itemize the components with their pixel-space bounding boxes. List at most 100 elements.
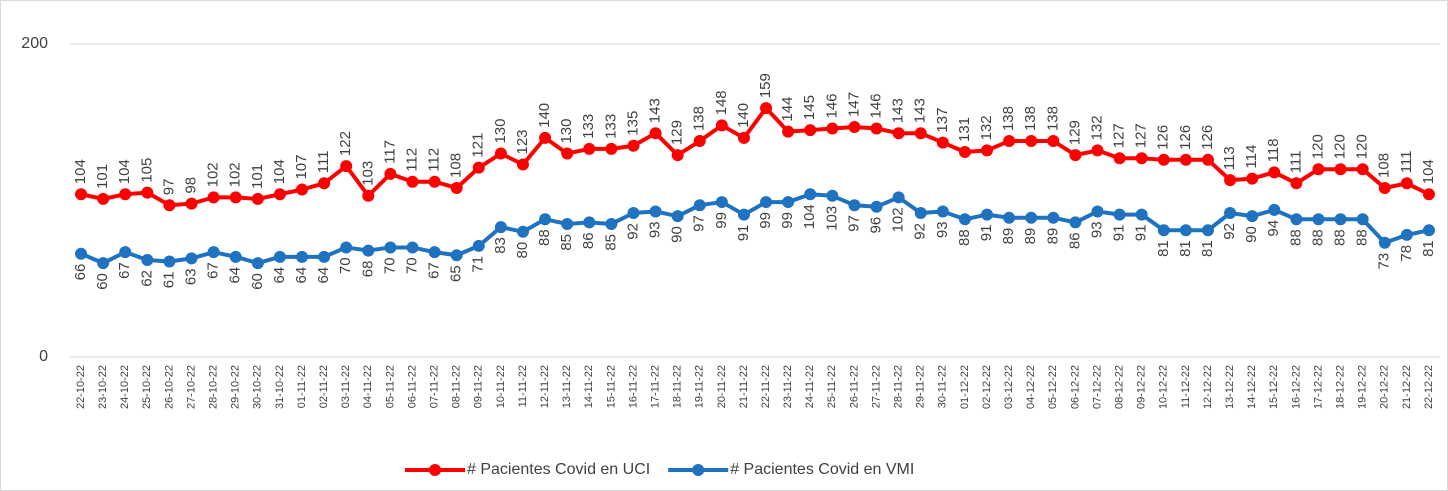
data-label: 112 bbox=[403, 148, 420, 172]
data-point bbox=[119, 246, 132, 259]
data-point bbox=[892, 191, 905, 204]
x-tick-label: 13-11-22 bbox=[561, 365, 573, 408]
data-point bbox=[207, 191, 220, 204]
data-point bbox=[163, 199, 176, 212]
data-point bbox=[760, 102, 773, 115]
data-point bbox=[1334, 163, 1347, 176]
data-label: 103 bbox=[359, 161, 376, 186]
data-label: 86 bbox=[1066, 232, 1083, 249]
x-tick-label: 26-11-22 bbox=[848, 365, 860, 408]
data-point bbox=[627, 139, 640, 152]
data-label: 93 bbox=[647, 221, 664, 238]
data-point bbox=[472, 239, 485, 252]
data-label: 92 bbox=[912, 223, 929, 240]
data-point bbox=[340, 160, 353, 173]
data-label: 104 bbox=[72, 159, 89, 184]
x-tick-label: 16-11-22 bbox=[627, 365, 639, 408]
data-label: 120 bbox=[1309, 134, 1326, 159]
x-tick-label: 29-11-22 bbox=[915, 365, 927, 408]
data-point bbox=[605, 142, 618, 155]
data-label: 140 bbox=[536, 103, 553, 128]
data-label: 133 bbox=[602, 114, 619, 139]
data-label: 122 bbox=[337, 131, 354, 156]
x-tick-label: 21-11-22 bbox=[738, 365, 750, 408]
x-tick-label: 28-10-22 bbox=[208, 365, 220, 409]
data-point bbox=[737, 208, 750, 221]
data-label: 62 bbox=[138, 270, 155, 287]
data-point bbox=[627, 207, 640, 220]
data-point bbox=[516, 158, 529, 171]
data-label: 120 bbox=[1354, 134, 1371, 159]
data-label: 73 bbox=[1376, 253, 1393, 270]
data-point bbox=[1224, 207, 1237, 220]
data-point bbox=[97, 192, 110, 205]
data-label: 132 bbox=[978, 115, 995, 140]
data-label: 78 bbox=[1398, 245, 1415, 262]
data-point bbox=[362, 189, 375, 202]
data-label: 138 bbox=[691, 106, 708, 131]
data-point bbox=[1025, 211, 1038, 224]
data-point bbox=[1047, 211, 1060, 224]
data-point bbox=[1201, 224, 1214, 237]
x-tick-label: 17-12-22 bbox=[1312, 365, 1324, 409]
data-point bbox=[1157, 153, 1170, 166]
data-label: 108 bbox=[448, 153, 465, 178]
data-label: 91 bbox=[735, 225, 752, 242]
data-point bbox=[605, 217, 618, 230]
data-point bbox=[936, 205, 949, 218]
x-tick-label: 07-12-22 bbox=[1091, 365, 1103, 409]
data-point bbox=[671, 149, 684, 162]
data-point bbox=[1246, 210, 1259, 223]
data-label: 118 bbox=[1265, 138, 1282, 162]
data-point bbox=[1400, 177, 1413, 190]
x-tick-label: 18-12-22 bbox=[1334, 365, 1346, 409]
data-point bbox=[472, 161, 485, 174]
data-label: 121 bbox=[470, 133, 487, 158]
data-point bbox=[318, 177, 331, 190]
data-label: 81 bbox=[1155, 240, 1172, 257]
data-point bbox=[516, 225, 529, 238]
data-label: 99 bbox=[713, 212, 730, 229]
x-tick-label: 04-11-22 bbox=[362, 365, 374, 408]
data-point bbox=[1378, 181, 1391, 194]
data-point bbox=[406, 241, 419, 254]
data-label: 117 bbox=[381, 140, 398, 164]
data-point bbox=[141, 253, 154, 266]
data-label: 99 bbox=[757, 212, 774, 229]
data-label: 61 bbox=[160, 272, 177, 289]
data-label: 64 bbox=[271, 267, 288, 284]
data-point bbox=[450, 181, 463, 194]
data-label: 102 bbox=[890, 207, 907, 232]
data-label: 90 bbox=[1243, 226, 1260, 243]
data-point bbox=[561, 147, 574, 160]
data-label: 88 bbox=[536, 229, 553, 246]
data-point bbox=[1246, 172, 1259, 185]
x-tick-label: 03-12-22 bbox=[1003, 365, 1015, 409]
data-point bbox=[494, 221, 507, 234]
data-label: 131 bbox=[956, 117, 973, 142]
data-point bbox=[583, 142, 596, 155]
data-point bbox=[251, 257, 264, 270]
data-label: 147 bbox=[845, 92, 862, 117]
data-label: 104 bbox=[116, 159, 133, 184]
data-point bbox=[75, 188, 88, 201]
data-label: 113 bbox=[1221, 146, 1238, 170]
data-label: 89 bbox=[1022, 228, 1039, 245]
data-point bbox=[649, 205, 662, 218]
data-point bbox=[782, 196, 795, 209]
data-point bbox=[958, 145, 971, 158]
data-point bbox=[914, 127, 927, 140]
data-point bbox=[1356, 213, 1369, 226]
data-label: 93 bbox=[1088, 221, 1105, 238]
data-label: 88 bbox=[1309, 229, 1326, 246]
x-tick-label: 06-11-22 bbox=[406, 365, 418, 408]
x-tick-label: 14-11-22 bbox=[583, 365, 595, 408]
x-tick-label: 30-11-22 bbox=[937, 365, 949, 408]
data-label: 101 bbox=[249, 164, 266, 189]
data-point bbox=[1334, 213, 1347, 226]
x-tick-label: 22-11-22 bbox=[760, 365, 772, 408]
data-label: 104 bbox=[801, 204, 818, 229]
data-point bbox=[914, 207, 927, 220]
x-tick-label: 17-11-22 bbox=[649, 365, 661, 408]
data-point bbox=[1135, 152, 1148, 165]
